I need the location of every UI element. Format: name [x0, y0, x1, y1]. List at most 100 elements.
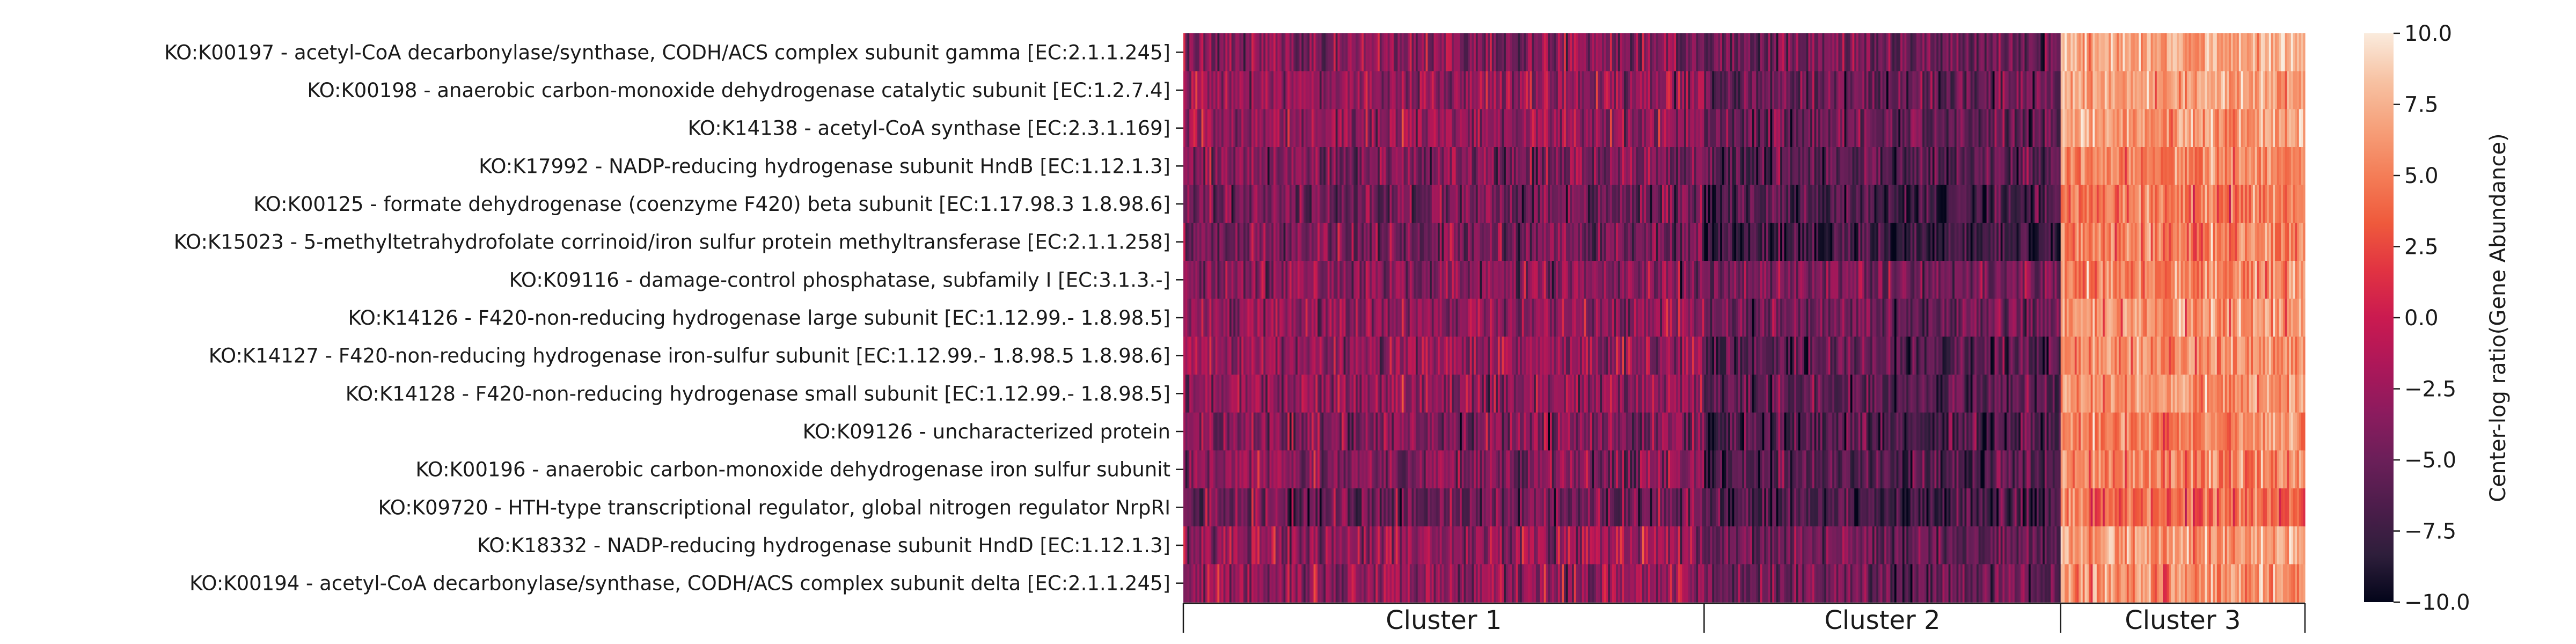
heatmap-cell [1237, 33, 1240, 72]
heatmap-cell [1526, 261, 1528, 299]
heatmap-cell [1712, 109, 1715, 148]
heatmap-cell [2134, 147, 2138, 186]
heatmap-cell [1225, 336, 1228, 375]
heatmap-cell [2054, 223, 2057, 261]
heatmap-cell [1958, 71, 1961, 109]
heatmap-cell [1466, 147, 1468, 186]
heatmap-cell [1756, 185, 1759, 223]
heatmap-cell [1526, 71, 1528, 109]
heatmap-cell [1185, 147, 1188, 186]
heatmap-cell [1409, 298, 1413, 337]
heatmap-cell [2189, 109, 2191, 148]
heatmap-cell [1277, 298, 1280, 337]
heatmap-cell [1315, 109, 1318, 148]
heatmap-cell [1444, 71, 1446, 109]
heatmap-cell [1862, 298, 1865, 337]
heatmap-cell [1808, 336, 1811, 375]
heatmap-cell [1986, 336, 1989, 375]
heatmap-cell [1353, 147, 1356, 186]
heatmap-cell [1940, 147, 1943, 186]
heatmap-cell [1760, 185, 1763, 223]
heatmap-cell [1880, 336, 1883, 375]
heatmap-cell [1499, 33, 1503, 72]
heatmap-cell [1702, 71, 1704, 109]
heatmap-cell [2140, 261, 2143, 299]
heatmap-cell [2114, 71, 2117, 109]
heatmap-cell [1940, 71, 1943, 109]
heatmap-cell [1406, 185, 1408, 223]
heatmap-cell [1750, 298, 1753, 337]
heatmap-cell [1518, 109, 1520, 148]
heatmap-cell [2006, 261, 2009, 299]
heatmap-cell [1431, 71, 1435, 109]
heatmap-cell [1742, 71, 1745, 109]
heatmap-cell [2279, 261, 2281, 299]
heatmap-cell [2243, 147, 2245, 186]
heatmap-cell [1786, 261, 1789, 299]
heatmap-cell [1954, 185, 1957, 223]
heatmap-cell [1343, 185, 1346, 223]
heatmap-cell [2076, 147, 2079, 186]
heatmap-cell [1543, 298, 1547, 337]
heatmap-cell [1852, 33, 1855, 72]
heatmap-cell [2038, 147, 2041, 186]
heatmap-cell [2303, 109, 2306, 148]
heatmap-cell [2092, 71, 2095, 109]
heatmap-cell [1579, 109, 1583, 148]
heatmap-cell [1816, 33, 1819, 72]
heatmap-cell [1852, 71, 1855, 109]
heatmap-cell [1229, 109, 1232, 148]
heatmap-cell [2062, 185, 2065, 223]
heatmap-cell [1307, 71, 1310, 109]
heatmap-cell [2058, 33, 2061, 72]
heatmap-cell [2082, 33, 2085, 72]
heatmap-cell [1289, 223, 1292, 261]
heatmap-cell [2271, 261, 2273, 299]
heatmap-cell [1480, 71, 1482, 109]
heatmap-cell [1800, 33, 1803, 72]
heatmap-cell [1862, 109, 1865, 148]
heatmap-cell [1630, 109, 1633, 148]
heatmap-cell [2235, 223, 2237, 261]
heatmap-cell [1894, 223, 1897, 261]
heatmap-cell [1309, 185, 1312, 223]
heatmap-cell [1952, 109, 1955, 148]
heatmap-cell [1840, 147, 1843, 186]
heatmap-cell [1466, 71, 1468, 109]
heatmap-cell [1674, 109, 1677, 148]
heatmap-cell [2246, 185, 2250, 223]
heatmap-cell [1984, 33, 1987, 72]
heatmap-cell [1742, 33, 1745, 72]
heatmap-cell [2215, 185, 2218, 223]
heatmap-cell [1441, 147, 1444, 186]
heatmap-cell [1924, 223, 1927, 261]
heatmap-cell [1766, 185, 1769, 223]
heatmap-cell [1400, 109, 1402, 148]
heatmap-cell [1594, 147, 1597, 186]
heatmap-cell [1340, 33, 1342, 72]
heatmap-cell [1750, 109, 1753, 148]
heatmap-cell [1348, 223, 1350, 261]
heatmap-cell [1910, 147, 1913, 186]
heatmap-cell [2028, 147, 2031, 186]
heatmap-cell [1806, 109, 1809, 148]
heatmap-cell [1652, 109, 1655, 148]
heatmap-cell [2233, 223, 2235, 261]
heatmap-cell [1549, 261, 1553, 299]
heatmap-cell [2123, 298, 2125, 337]
heatmap-cell [2246, 261, 2250, 299]
heatmap-cell [1900, 109, 1903, 148]
heatmap-cell [1538, 298, 1540, 337]
heatmap-cell [1375, 109, 1378, 148]
heatmap-cell [2046, 185, 2049, 223]
heatmap-cell [1978, 147, 1981, 186]
heatmap-cell [2265, 223, 2267, 261]
heatmap-cell [1816, 185, 1819, 223]
heatmap-cell [2252, 223, 2256, 261]
heatmap-cell [1686, 223, 1689, 261]
heatmap-cell [1213, 185, 1216, 223]
heatmap-cell [1609, 336, 1613, 375]
heatmap-cell [1596, 71, 1599, 109]
heatmap-cell [1193, 298, 1196, 337]
heatmap-cell [2052, 109, 2055, 148]
